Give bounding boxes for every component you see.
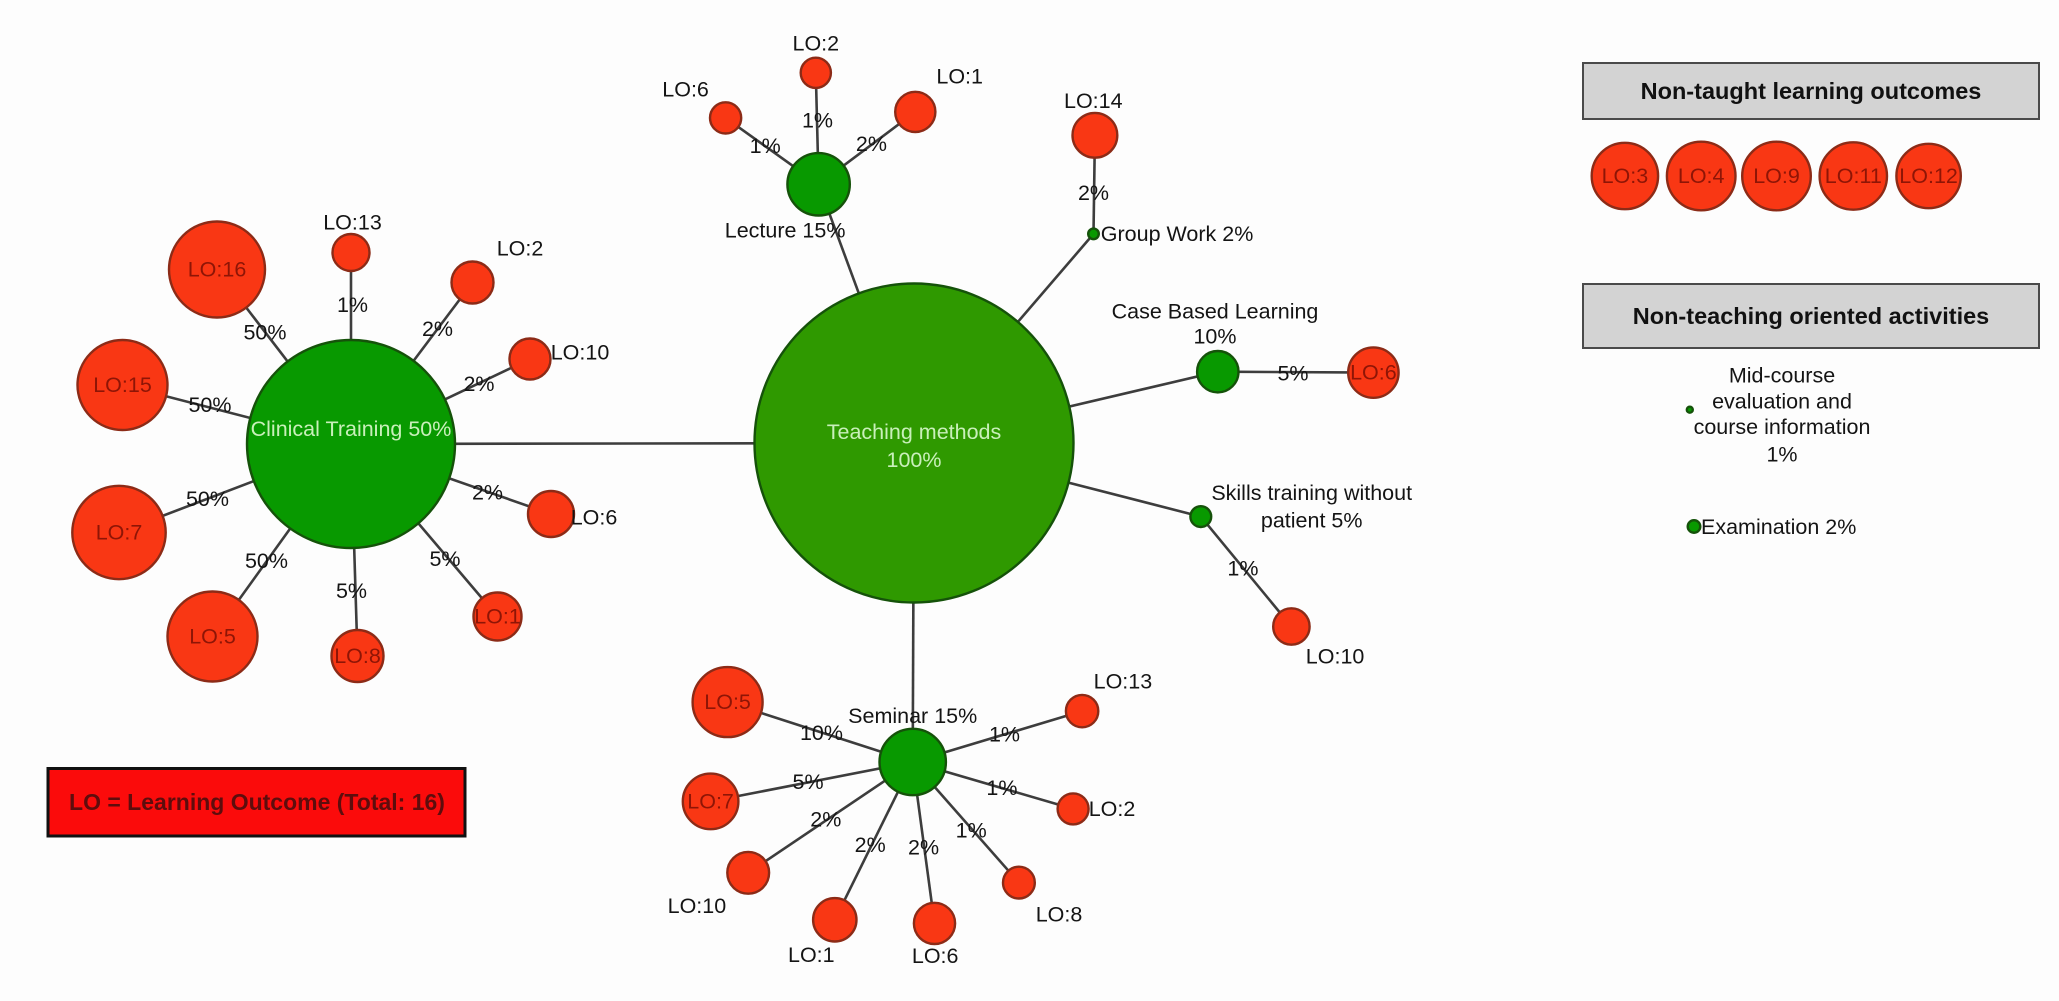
- svg-text:LO:4: LO:4: [1678, 164, 1725, 188]
- svg-text:1%: 1%: [1227, 557, 1258, 581]
- svg-text:1%: 1%: [989, 723, 1020, 747]
- svg-text:5%: 5%: [336, 579, 367, 603]
- svg-text:100%: 100%: [887, 448, 942, 472]
- svg-text:2%: 2%: [1078, 181, 1109, 205]
- svg-text:LO:5: LO:5: [189, 625, 236, 649]
- svg-text:Seminar 15%: Seminar 15%: [848, 704, 977, 728]
- svg-text:LO:16: LO:16: [188, 258, 247, 282]
- svg-text:50%: 50%: [243, 321, 286, 345]
- svg-text:LO:11: LO:11: [1825, 164, 1882, 188]
- svg-text:LO:8: LO:8: [1036, 902, 1083, 926]
- svg-text:2%: 2%: [463, 372, 494, 396]
- svg-text:Mid-course: Mid-course: [1729, 363, 1835, 387]
- svg-text:LO:6: LO:6: [662, 78, 709, 102]
- svg-text:LO:8: LO:8: [334, 644, 381, 668]
- svg-text:2%: 2%: [856, 132, 887, 156]
- svg-text:10%: 10%: [1193, 325, 1236, 349]
- svg-text:LO:2: LO:2: [1089, 797, 1136, 821]
- svg-text:course information: course information: [1694, 415, 1871, 439]
- svg-text:50%: 50%: [245, 549, 288, 573]
- svg-text:2%: 2%: [810, 807, 841, 831]
- svg-text:LO:7: LO:7: [687, 789, 734, 813]
- svg-text:Skills training without: Skills training without: [1211, 481, 1412, 505]
- svg-text:LO:13: LO:13: [1094, 670, 1153, 694]
- svg-text:LO:7: LO:7: [96, 521, 143, 545]
- svg-text:5%: 5%: [429, 547, 460, 571]
- svg-text:Clinical Training 50%: Clinical Training 50%: [251, 417, 452, 441]
- svg-text:LO:2: LO:2: [792, 31, 839, 55]
- svg-text:LO:1: LO:1: [936, 64, 983, 88]
- svg-text:2%: 2%: [908, 836, 939, 860]
- svg-text:LO:13: LO:13: [323, 211, 382, 235]
- svg-text:5%: 5%: [1277, 362, 1308, 386]
- svg-text:LO:12: LO:12: [1899, 164, 1958, 188]
- svg-text:50%: 50%: [186, 487, 229, 511]
- svg-text:LO:14: LO:14: [1064, 89, 1123, 113]
- svg-text:LO:6: LO:6: [571, 506, 618, 530]
- svg-text:LO:6: LO:6: [1350, 361, 1397, 385]
- svg-text:5%: 5%: [793, 770, 824, 794]
- svg-text:LO:2: LO:2: [497, 237, 544, 261]
- svg-text:LO:6: LO:6: [912, 944, 959, 968]
- svg-text:Teaching methods: Teaching methods: [827, 420, 1002, 444]
- svg-text:10%: 10%: [800, 721, 843, 745]
- svg-text:LO:10: LO:10: [551, 341, 610, 365]
- svg-text:patient 5%: patient 5%: [1261, 509, 1363, 533]
- svg-text:2%: 2%: [472, 481, 503, 505]
- svg-text:2%: 2%: [422, 317, 453, 341]
- svg-text:Lecture 15%: Lecture 15%: [725, 219, 846, 243]
- svg-text:LO:10: LO:10: [668, 894, 727, 918]
- svg-text:Non-teaching oriented activiti: Non-teaching oriented activities: [1633, 303, 1989, 329]
- svg-text:LO:1: LO:1: [474, 605, 521, 629]
- svg-text:LO:10: LO:10: [1306, 644, 1365, 668]
- svg-text:LO:5: LO:5: [704, 690, 751, 714]
- svg-text:1%: 1%: [1766, 442, 1797, 466]
- svg-text:Case Based Learning: Case Based Learning: [1112, 300, 1319, 324]
- svg-text:Examination 2%: Examination 2%: [1701, 515, 1856, 539]
- svg-text:LO:3: LO:3: [1602, 164, 1649, 188]
- svg-text:LO:15: LO:15: [93, 373, 152, 397]
- svg-text:Non-taught learning outcomes: Non-taught learning outcomes: [1641, 78, 1982, 104]
- svg-text:2%: 2%: [855, 833, 886, 857]
- svg-text:1%: 1%: [986, 776, 1017, 800]
- svg-text:1%: 1%: [802, 109, 833, 133]
- svg-text:Group Work 2%: Group Work 2%: [1101, 222, 1254, 246]
- svg-text:50%: 50%: [188, 393, 231, 417]
- svg-text:LO = Learning Outcome (Total:: LO = Learning Outcome (Total: 16): [69, 789, 445, 815]
- svg-text:LO:1: LO:1: [788, 943, 835, 967]
- svg-text:1%: 1%: [750, 134, 781, 158]
- svg-text:1%: 1%: [956, 819, 987, 843]
- svg-text:1%: 1%: [337, 293, 368, 317]
- svg-text:LO:9: LO:9: [1753, 164, 1800, 188]
- svg-text:evaluation and: evaluation and: [1712, 389, 1852, 413]
